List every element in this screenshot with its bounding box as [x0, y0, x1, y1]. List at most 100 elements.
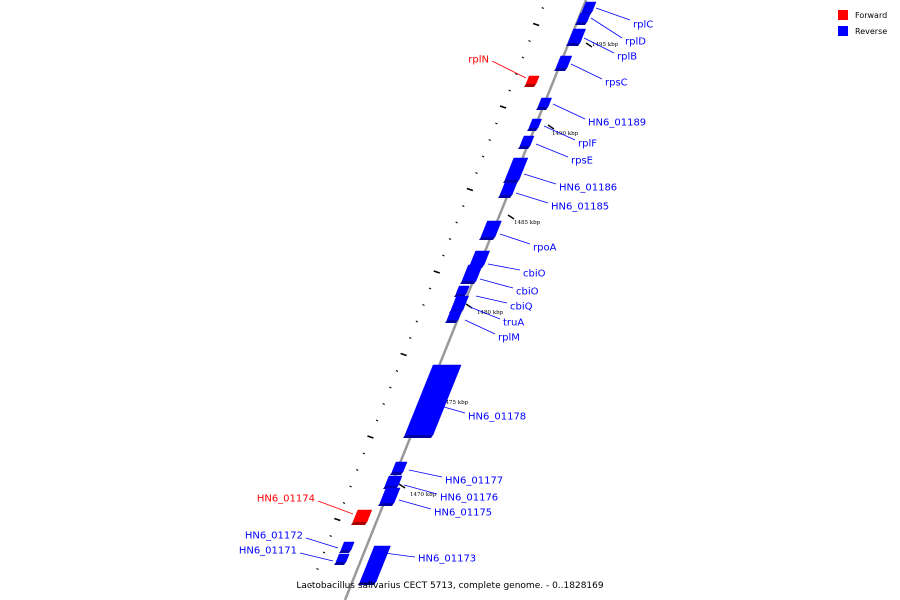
tick-mark: [316, 568, 319, 570]
gene-leader-line: [523, 173, 557, 185]
gene-label[interactable]: rpsC: [605, 78, 628, 89]
gene-leader-line: [436, 404, 466, 414]
tick-mark: [309, 584, 313, 587]
gene-label[interactable]: HN6_01175: [434, 508, 492, 519]
tick-mark: [528, 40, 531, 42]
tick-mark: [329, 535, 332, 537]
gene-feature-shadow: [503, 180, 519, 183]
legend-reverse-label: Reverse: [855, 27, 887, 36]
gene-label[interactable]: rplD: [625, 37, 646, 48]
tick-mark: [508, 89, 511, 92]
gene-feature[interactable]: [446, 310, 462, 321]
legend-forward-label: Forward: [855, 11, 887, 20]
tick-marks: [309, 7, 545, 587]
gene-label[interactable]: HN6_01174: [257, 494, 315, 505]
gene-label[interactable]: HN6_01189: [588, 118, 646, 129]
gene-feature-shadow: [524, 84, 536, 87]
gene-label[interactable]: HN6_01173: [418, 554, 476, 565]
gene-leader-line: [403, 484, 438, 495]
tick-mark: [422, 304, 425, 306]
gene-feature-shadow: [445, 320, 458, 323]
gene-label[interactable]: rpoA: [533, 243, 557, 254]
tick-mark: [415, 320, 419, 323]
gene-feature-shadow: [554, 68, 567, 71]
tick-mark: [532, 22, 540, 27]
gene-feature[interactable]: [504, 157, 529, 181]
gene-leader-line: [590, 17, 623, 39]
gene-feature-shadow: [351, 522, 367, 525]
tick-mark: [395, 370, 399, 372]
gene-leader-line: [491, 60, 527, 79]
gene-feature[interactable]: [519, 135, 535, 147]
gene-feature[interactable]: [469, 250, 490, 266]
gene-label[interactable]: HN6_01185: [551, 202, 609, 213]
kbp-label: 1470 kbp: [410, 492, 437, 498]
gene-label[interactable]: cbiO: [523, 269, 546, 280]
gene-leader-line: [305, 537, 339, 549]
gene-leader-line: [515, 192, 549, 204]
tick-mark: [342, 502, 346, 504]
gene-leader-line: [475, 295, 508, 304]
gene-feature[interactable]: [528, 118, 542, 129]
gene-leader-line: [552, 103, 586, 120]
gene-feature[interactable]: [335, 553, 350, 563]
gene-leader-line: [464, 319, 496, 335]
gene-feature[interactable]: [461, 264, 483, 282]
gene-feature[interactable]: [537, 97, 552, 108]
gene-feature[interactable]: [450, 295, 469, 311]
gene-label[interactable]: rpsE: [571, 156, 593, 167]
gene-feature-shadow: [479, 237, 495, 240]
gene-label[interactable]: cbiQ: [510, 302, 533, 313]
gene-feature[interactable]: [567, 28, 586, 44]
gene-label[interactable]: truA: [503, 318, 524, 329]
tick-mark: [466, 187, 474, 192]
gene-feature-shadow: [498, 195, 512, 198]
gene-feature[interactable]: [340, 541, 355, 551]
gene-label[interactable]: rplC: [633, 20, 653, 31]
gene-feature-shadow: [334, 562, 346, 565]
gene-leader-line: [317, 500, 354, 515]
gene-features: [334, 1, 597, 585]
tick-mark: [475, 172, 478, 174]
genome-caption: Lactobacillus salivarius CECT 5713, comp…: [296, 581, 603, 591]
gene-label[interactable]: HN6_01176: [440, 493, 498, 504]
gene-label[interactable]: rplM: [498, 333, 520, 344]
tick-mark: [499, 105, 507, 109]
gene-label[interactable]: HN6_01177: [445, 476, 503, 487]
tick-mark: [433, 270, 440, 274]
gene-feature[interactable]: [480, 220, 502, 238]
gene-label[interactable]: HN6_01171: [239, 546, 297, 557]
gene-label[interactable]: HN6_01172: [245, 531, 303, 542]
gene-label[interactable]: cbiO: [516, 287, 539, 298]
gene-leader-line: [595, 7, 631, 21]
gene-feature[interactable]: [499, 182, 518, 196]
gene-feature[interactable]: [525, 75, 540, 85]
gene-feature-shadow: [575, 22, 587, 25]
kbp-label: 1490 kbp: [552, 131, 579, 137]
gene-labels: rplC rplD rplB rpsC rplN HN6_01189 rplF rpsE HN6…: [239, 7, 653, 565]
gene-feature[interactable]: [352, 509, 373, 523]
tick-mark: [455, 221, 458, 224]
gene-leader-line: [535, 143, 569, 158]
gene-feature[interactable]: [555, 55, 573, 69]
gene-feature-shadow: [358, 582, 376, 585]
tick-mark: [400, 352, 407, 357]
gene-leader-line: [469, 306, 501, 320]
gene-feature-shadow: [378, 503, 394, 506]
gene-leader-line: [479, 278, 514, 289]
gene-feature[interactable]: [379, 487, 401, 504]
gene-label[interactable]: rplN: [468, 55, 489, 66]
gene-label[interactable]: rplF: [578, 139, 597, 150]
gene-label[interactable]: HN6_01186: [559, 183, 617, 194]
gene-label[interactable]: rplB: [617, 52, 637, 63]
gene-leader-line: [383, 552, 416, 558]
tick-mark: [409, 337, 412, 339]
gene-label[interactable]: HN6_01178: [468, 412, 526, 423]
tick-mark: [428, 287, 432, 290]
gene-feature[interactable]: [391, 461, 408, 473]
tick-mark: [389, 386, 392, 389]
tick-mark: [448, 238, 452, 240]
gene-feature-shadow: [339, 550, 351, 553]
tick-mark: [541, 7, 545, 9]
tick-mark: [322, 551, 326, 554]
